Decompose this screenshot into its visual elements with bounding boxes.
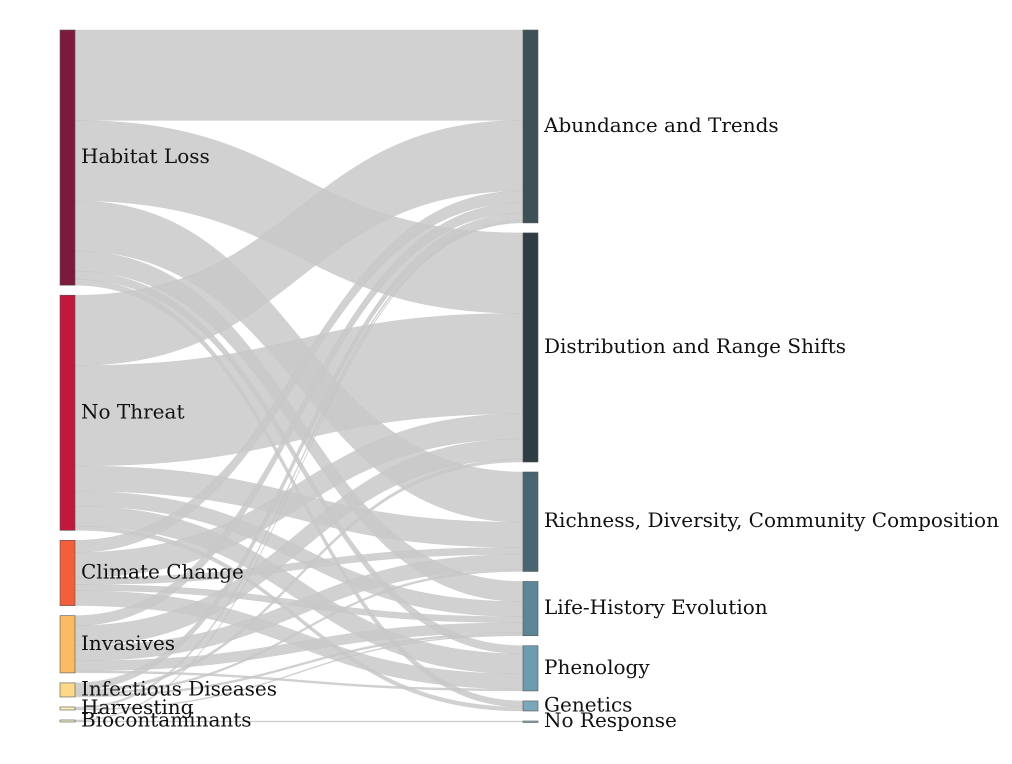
- node-harvesting: [59, 706, 76, 711]
- node-climate-change: [59, 540, 76, 606]
- node-life-history-evolution: [522, 581, 539, 637]
- label-infectious-diseases: Infectious Diseases: [81, 676, 277, 700]
- node-phenology: [522, 645, 539, 692]
- node-richness-diversity-community-composition: [522, 471, 539, 572]
- label-climate-change: Climate Change: [81, 559, 244, 583]
- node-abundance-and-trends: [522, 29, 539, 224]
- sankey-links: [74, 29, 524, 723]
- label-phenology: Phenology: [544, 655, 650, 679]
- node-distribution-and-range-shifts: [522, 232, 539, 463]
- label-no-response: No Response: [544, 708, 677, 732]
- node-genetics: [522, 700, 539, 712]
- label-genetics: Genetics: [544, 692, 632, 716]
- label-distribution-and-range-shifts: Distribution and Range Shifts: [544, 334, 846, 358]
- sankey-nodes: [59, 29, 539, 723]
- label-richness-diversity-community-composition: Richness, Diversity, Community Compositi…: [544, 508, 999, 532]
- label-biocontaminants: Biocontaminants: [81, 707, 252, 731]
- node-biocontaminants: [59, 719, 76, 723]
- link-habitat-loss-to-abundance-and-trends: [74, 29, 524, 121]
- node-infectious-diseases: [59, 682, 76, 698]
- node-invasives: [59, 615, 76, 674]
- label-invasives: Invasives: [81, 631, 175, 655]
- label-harvesting: Harvesting: [81, 695, 194, 719]
- label-abundance-and-trends: Abundance and Trends: [543, 113, 779, 137]
- node-no-response: [522, 720, 539, 723]
- node-habitat-loss: [59, 29, 76, 286]
- label-life-history-evolution: Life-History Evolution: [544, 595, 768, 619]
- sankey-labels: Habitat Loss No Threat Climate Change Invas…: [81, 113, 999, 732]
- label-no-threat: No Threat: [81, 399, 184, 423]
- node-no-threat: [59, 294, 76, 531]
- label-habitat-loss: Habitat Loss: [81, 144, 210, 168]
